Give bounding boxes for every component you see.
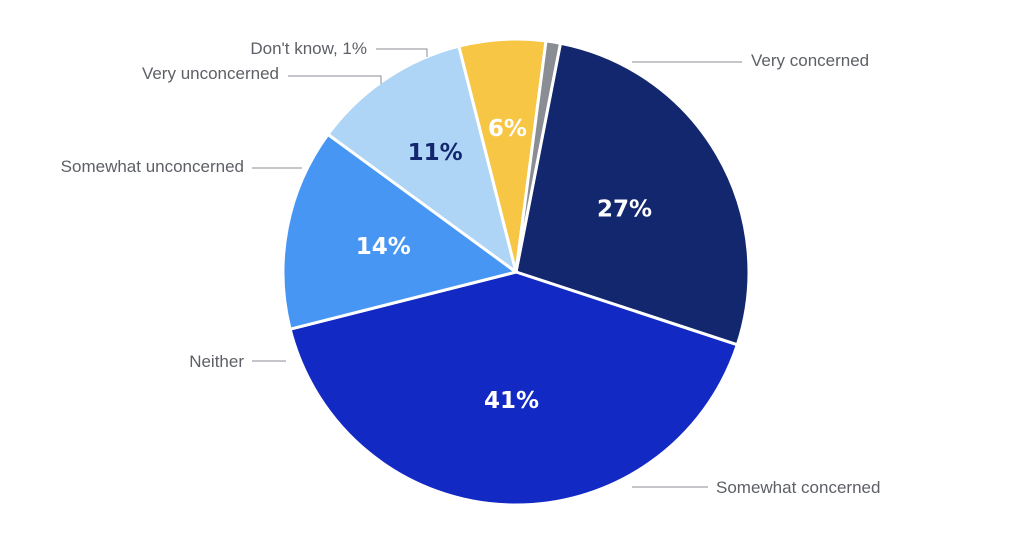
pie-slice-don-t-know-1: [514, 39, 562, 274]
category-label-somewhat-concerned: Somewhat concerned: [716, 478, 880, 497]
value-label-very-unconcerned: 6%: [488, 116, 527, 142]
pie-value-labels: 27% 41% 14% 11% 6%: [356, 116, 652, 414]
category-label-very-concerned: Very concerned: [751, 51, 869, 70]
value-label-neither: 14%: [356, 234, 411, 260]
category-label-don-t-know-1: Don't know, 1%: [250, 39, 367, 58]
category-label-very-unconcerned: Very unconcerned: [142, 64, 279, 83]
leader-line-don-t-know-1: [376, 48, 428, 57]
category-label-somewhat-unconcerned: Somewhat unconcerned: [61, 157, 244, 176]
pie-slice-very-concerned: [514, 41, 751, 347]
pie-slice-neither: [281, 132, 518, 331]
pie-slices: [281, 37, 751, 507]
value-label-very-concerned: 27%: [597, 196, 652, 222]
category-label-neither: Neither: [189, 352, 244, 371]
pie-slice-somewhat-unconcerned: [326, 44, 518, 274]
pie-category-labels: Very concerned Somewhat concerned Neither S…: [61, 39, 881, 497]
leader-line-very-unconcerned: [288, 75, 382, 84]
value-label-somewhat-concerned: 41%: [484, 388, 539, 414]
value-label-somewhat-unconcerned: 11%: [408, 140, 463, 166]
pie-slice-somewhat-concerned: [288, 270, 739, 507]
